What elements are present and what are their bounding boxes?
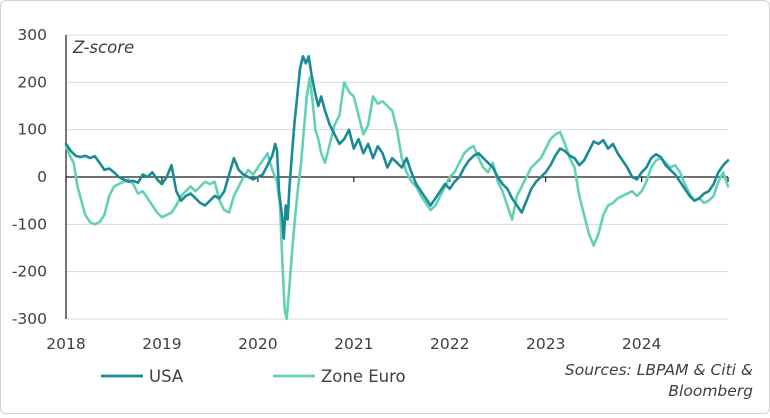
- source-line-0: Sources: LBPAM & Citi &: [565, 361, 753, 379]
- x-tick-labels: 2018 2019 2020 2021 2022 2023 2024: [46, 177, 729, 353]
- series-lines: [64, 55, 730, 321]
- x-tick-label-2: 2020: [238, 335, 277, 353]
- x-tick-label-4: 2022: [430, 335, 469, 353]
- series-line-usa: [64, 55, 730, 240]
- y-tick-label-0: 300: [17, 26, 47, 44]
- x-tick-label-5: 2023: [526, 335, 565, 353]
- source-note: Sources: LBPAM & Citi & Bloomberg: [565, 361, 753, 400]
- x-tick-label-3: 2021: [334, 335, 373, 353]
- y-axis-label: Z-score: [72, 38, 134, 57]
- legend-label-usa: USA: [149, 367, 184, 386]
- series-line-zone-euro: [64, 76, 730, 321]
- legend: USA Zone Euro: [101, 367, 406, 386]
- x-tick-label-0: 2018: [46, 335, 85, 353]
- legend-label-zone-euro: Zone Euro: [321, 367, 406, 386]
- y-tick-label-2: 100: [17, 121, 47, 139]
- x-tick-label-1: 2019: [142, 335, 181, 353]
- y-tick-label-5: -200: [12, 263, 47, 281]
- y-tick-label-4: -100: [12, 215, 47, 233]
- x-tick-label-6: 2024: [622, 335, 661, 353]
- y-tick-label-6: -300: [12, 310, 47, 328]
- y-tick-label-3: 0: [37, 168, 47, 186]
- y-tick-label-1: 200: [17, 73, 47, 91]
- source-line-1: Bloomberg: [668, 382, 753, 400]
- y-tick-labels: 300 200 100 0 -100 -200 -300: [12, 26, 47, 328]
